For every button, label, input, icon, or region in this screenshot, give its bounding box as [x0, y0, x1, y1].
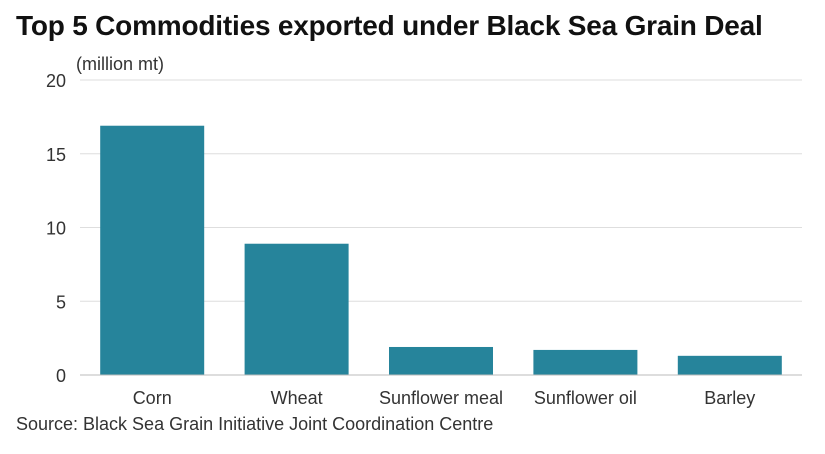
y-axis-label: (million mt)	[76, 54, 164, 74]
y-tick-label: 5	[56, 292, 66, 312]
y-tick-label: 0	[56, 366, 66, 386]
bars	[100, 125, 782, 375]
bar-wheat	[244, 243, 349, 375]
x-tick-label: Barley	[704, 388, 755, 408]
x-tick-label: Wheat	[271, 388, 323, 408]
y-tick-label: 10	[46, 219, 66, 239]
bar-sunflower-oil	[533, 349, 638, 375]
bar-corn	[100, 125, 205, 375]
y-axis-ticks: 0 5 10 15 20	[46, 71, 66, 386]
y-tick-label: 15	[46, 145, 66, 165]
x-tick-label: Sunflower meal	[379, 388, 503, 408]
x-tick-label: Corn	[133, 388, 172, 408]
y-tick-label: 20	[46, 71, 66, 91]
x-tick-label: Sunflower oil	[534, 388, 637, 408]
source-note: Source: Black Sea Grain Initiative Joint…	[16, 414, 494, 434]
bar-barley	[677, 355, 782, 375]
chart-title: Top 5 Commodities exported under Black S…	[16, 10, 763, 41]
x-axis-ticks: Corn Wheat Sunflower meal Sunflower oil Barl…	[133, 388, 756, 408]
bar-sunflower-meal	[389, 346, 493, 375]
